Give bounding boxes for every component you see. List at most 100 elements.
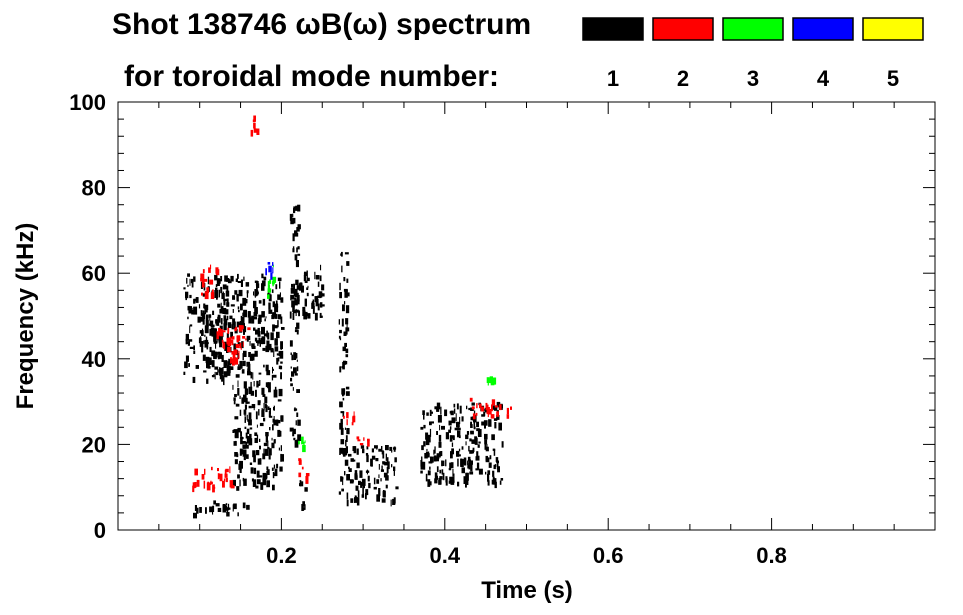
spectrum-pixel <box>226 285 229 294</box>
spectrum-pixel <box>222 367 224 374</box>
spectrum-pixel <box>220 306 224 313</box>
spectrum-pixel <box>221 336 223 341</box>
spectrum-pixel <box>255 329 259 335</box>
spectrum-pixel <box>266 330 268 338</box>
spectrum-pixel <box>274 325 278 329</box>
spectrum-pixel <box>189 325 191 334</box>
spectrum-pixel <box>344 471 346 476</box>
spectrum-pixel <box>265 435 268 443</box>
spectrum-pixel <box>359 443 364 446</box>
spectrum-pixel <box>475 412 478 416</box>
legend: 1 2 3 4 5 <box>582 17 924 91</box>
spectrum-pixel <box>200 310 203 316</box>
spectrum-pixel <box>375 458 379 462</box>
spectrum-pixel <box>243 409 247 415</box>
spectrum-pixel <box>357 439 361 442</box>
spectrum-pixel <box>205 356 210 364</box>
spectrum-pixel <box>492 470 495 477</box>
spectrum-pixel <box>253 381 255 387</box>
x-axis-label: Time (s) <box>481 577 573 604</box>
spectrum-pixel <box>202 310 205 314</box>
spectrum-pixel <box>312 299 315 307</box>
spectrum-pixel <box>247 363 251 371</box>
spectrum-region-mode-3 <box>298 436 306 453</box>
spectrum-pixel <box>235 344 240 349</box>
spectrum-pixel <box>254 307 258 314</box>
spectrum-pixel <box>226 298 229 306</box>
spectrum-pixel <box>494 478 497 484</box>
spectrum-pixel <box>339 337 342 341</box>
spectrum-pixel <box>245 282 250 287</box>
spectrum-pixel <box>348 466 350 469</box>
spectrum-pixel <box>346 327 350 332</box>
spectrum-pixel <box>204 339 209 348</box>
spectrum-pixel <box>427 453 430 458</box>
spectrum-pixel <box>202 354 206 361</box>
spectrum-pixel <box>497 466 500 473</box>
spectrum-pixel <box>373 477 376 485</box>
spectrum-pixel <box>346 322 348 330</box>
spectrum-pixel <box>465 480 467 488</box>
spectrum-pixel <box>358 480 361 485</box>
spectrum-pixel <box>469 459 471 466</box>
spectrum-pixel <box>297 224 301 230</box>
spectrum-pixel <box>348 453 352 457</box>
spectrum-pixel <box>300 437 303 441</box>
spectrum-pixel <box>257 458 262 465</box>
spectrum-pixel <box>382 461 386 465</box>
spectrum-pixel <box>339 422 343 430</box>
spectrum-pixel <box>314 271 316 280</box>
spectrum-pixel <box>204 468 206 475</box>
spectrum-pixel <box>255 411 258 420</box>
spectrum-pixel <box>259 438 261 442</box>
spectrum-pixel <box>506 407 509 415</box>
spectrum-pixel <box>238 463 242 470</box>
spectrum-pixel <box>271 437 273 441</box>
spectrum-pixel <box>429 409 432 416</box>
spectrum-region-mode-1 <box>289 264 325 321</box>
spectrum-pixel <box>243 329 245 335</box>
spectrum-pixel <box>366 454 369 463</box>
spectrum-pixel <box>211 327 214 333</box>
spectrum-pixel <box>227 503 230 511</box>
plot-area <box>183 115 512 519</box>
spectrum-pixel <box>251 315 255 324</box>
spectrum-pixel <box>206 287 210 293</box>
spectrum-pixel <box>280 361 283 364</box>
spectrum-pixel <box>465 472 469 481</box>
spectrum-pixel <box>233 400 236 405</box>
spectrum-pixel <box>467 456 471 462</box>
spectrum-pixel <box>209 506 213 513</box>
spectrum-pixel <box>259 445 261 450</box>
spectrum-pixel <box>190 278 194 284</box>
spectrum-pixel <box>486 377 490 383</box>
spectrum-pixel <box>342 304 345 312</box>
spectrum-pixel <box>263 417 266 422</box>
spectrum-pixel <box>314 296 319 303</box>
spectrum-pixel <box>193 306 198 315</box>
spectrum-pixel <box>385 445 389 451</box>
spectrum-pixel <box>218 289 220 298</box>
spectrum-pixel <box>246 504 250 510</box>
spectrum-pixel <box>355 485 359 491</box>
spectrum-pixel <box>319 312 322 318</box>
spectrum-pixel <box>487 411 489 418</box>
spectrum-pixel <box>434 472 438 480</box>
spectrum-pixel <box>439 476 443 480</box>
spectrum-pixel <box>239 409 242 416</box>
spectrum-pixel <box>290 383 293 387</box>
spectrum-pixel <box>339 366 342 373</box>
spectrum-pixel <box>484 433 488 440</box>
spectrum-pixel <box>280 372 282 380</box>
spectrum-region-mode-2 <box>216 325 251 366</box>
spectrum-pixel <box>203 303 206 308</box>
spectrum-pixel <box>211 350 215 357</box>
spectrum-pixel <box>253 291 255 296</box>
spectrum-pixel <box>354 473 358 479</box>
spectrum-pixel <box>261 326 265 335</box>
spectrum-pixel <box>222 330 226 333</box>
spectrum-pixel <box>235 326 238 330</box>
spectrum-pixel <box>280 341 283 350</box>
spectrum-pixel <box>215 341 217 349</box>
spectrum-pixel <box>192 482 197 488</box>
